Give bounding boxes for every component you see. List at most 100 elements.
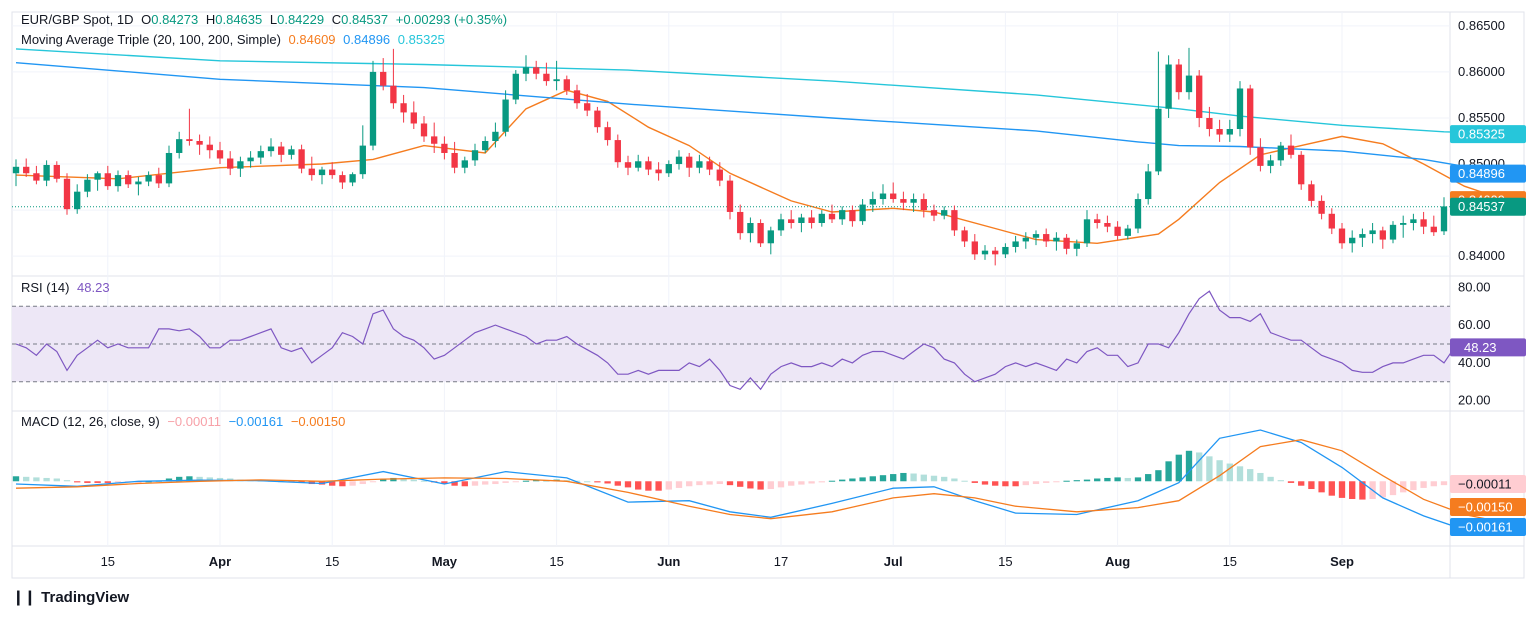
macd-hist-bar bbox=[33, 477, 40, 482]
macd-hist-bar bbox=[1338, 481, 1346, 498]
macd-hist-bar bbox=[1094, 478, 1101, 482]
macd-hist-bar bbox=[359, 481, 366, 485]
candle bbox=[696, 161, 703, 168]
candle bbox=[1206, 117, 1213, 130]
rsi-axis-tick: 60.00 bbox=[1458, 317, 1491, 332]
candle bbox=[104, 173, 111, 187]
candle bbox=[94, 173, 101, 180]
time-axis-tick: 15 bbox=[998, 554, 1012, 569]
macd-hist-bar bbox=[675, 481, 683, 488]
macd-hist-bar bbox=[1114, 477, 1121, 482]
candle bbox=[910, 199, 917, 203]
candle bbox=[604, 127, 611, 141]
macd-line-macd bbox=[15, 429, 1506, 531]
candle bbox=[1022, 237, 1029, 242]
macd-hist-bar bbox=[706, 481, 713, 485]
candle bbox=[390, 85, 397, 104]
macd-hist-bar bbox=[890, 474, 897, 482]
candle bbox=[1400, 223, 1407, 225]
candle bbox=[849, 210, 856, 222]
candle bbox=[329, 169, 336, 176]
macd-hist-bar bbox=[492, 481, 499, 485]
macd-hist-bar bbox=[849, 478, 856, 482]
price-label-text-ma200: 0.85325 bbox=[1458, 127, 1505, 142]
macd-hist-bar bbox=[1247, 469, 1254, 482]
macd-hist-bar bbox=[1328, 481, 1335, 496]
candle bbox=[1247, 88, 1254, 148]
candle bbox=[951, 210, 958, 231]
candle bbox=[318, 169, 326, 176]
candle bbox=[482, 141, 489, 151]
candle bbox=[339, 175, 346, 183]
candle bbox=[1083, 219, 1091, 244]
candle bbox=[930, 210, 938, 216]
macd-hist-bar bbox=[1043, 481, 1050, 483]
candle bbox=[451, 152, 458, 168]
macd-hist-bar bbox=[1104, 477, 1111, 482]
candle bbox=[1277, 145, 1284, 161]
price-axis-tick: 0.86500 bbox=[1458, 18, 1505, 33]
rsi-legend-value: 48.23 bbox=[77, 280, 110, 295]
candle bbox=[675, 156, 683, 165]
time-axis-tick: 15 bbox=[325, 554, 339, 569]
candle bbox=[971, 241, 978, 255]
candle bbox=[1226, 129, 1233, 135]
tradingview-name: TradingView bbox=[41, 588, 130, 606]
candle bbox=[114, 175, 122, 187]
candle bbox=[900, 199, 907, 203]
macd-hist-bar bbox=[176, 476, 183, 482]
candle bbox=[1032, 234, 1040, 238]
macd-hist-bar bbox=[390, 477, 397, 482]
candle bbox=[624, 162, 632, 168]
time-axis-tick: 17 bbox=[774, 554, 788, 569]
candle bbox=[63, 178, 71, 210]
candle bbox=[1430, 226, 1437, 233]
macd-hist-bar bbox=[777, 481, 785, 488]
tradingview-logo[interactable]: ❙❙ TradingView bbox=[12, 588, 130, 607]
candle bbox=[1094, 219, 1101, 224]
macd-hist-bar bbox=[981, 481, 989, 485]
macd-hist-bar bbox=[1216, 460, 1223, 482]
macd-label-text-hist: −0.00011 bbox=[1458, 477, 1512, 492]
macd-hist-bar bbox=[1359, 481, 1366, 500]
macd-hist-bar bbox=[828, 480, 836, 482]
candle bbox=[665, 164, 672, 174]
candle bbox=[431, 136, 438, 144]
close-label: C bbox=[331, 12, 342, 27]
close-value: 0.84537 bbox=[341, 12, 389, 27]
macd-hist-bar bbox=[696, 481, 703, 486]
macd-hist-bar bbox=[655, 481, 662, 491]
chart-frame bbox=[11, 11, 1525, 579]
macd-hist-bar bbox=[400, 478, 407, 482]
candle bbox=[920, 199, 927, 211]
macd-hist-bar bbox=[573, 480, 581, 482]
macd-label-text-signal: −0.00150 bbox=[1458, 500, 1513, 515]
macd-legend-title: MACD (12, 26, close, 9) bbox=[21, 414, 160, 429]
candle bbox=[798, 217, 805, 224]
candle bbox=[614, 140, 621, 163]
symbol-label: EUR/GBP Spot, 1D bbox=[21, 12, 134, 27]
candle bbox=[278, 146, 285, 155]
macd-hist-bar bbox=[726, 481, 734, 486]
candle bbox=[1114, 226, 1121, 236]
macd-hist-bar bbox=[1175, 454, 1182, 482]
macd-hist-bar bbox=[206, 477, 213, 482]
candle bbox=[543, 73, 550, 82]
change-value: +0.00293 (+0.35%) bbox=[395, 12, 508, 27]
candle bbox=[196, 141, 203, 145]
macd-value: −0.00161 bbox=[228, 414, 284, 429]
line-ma200 bbox=[15, 48, 1506, 135]
macd-hist-bar bbox=[84, 481, 91, 483]
macd-hist-bar bbox=[594, 481, 601, 483]
candle bbox=[23, 166, 30, 174]
macd-hist-bar bbox=[1349, 481, 1356, 500]
candle bbox=[512, 73, 519, 100]
candle bbox=[1410, 219, 1417, 224]
candle bbox=[1124, 228, 1131, 236]
candle bbox=[206, 144, 213, 151]
macd-hist-bar bbox=[145, 481, 152, 483]
macd-hist-bar bbox=[961, 480, 968, 482]
candle bbox=[533, 67, 540, 74]
ma200-value: 0.85325 bbox=[397, 32, 445, 47]
